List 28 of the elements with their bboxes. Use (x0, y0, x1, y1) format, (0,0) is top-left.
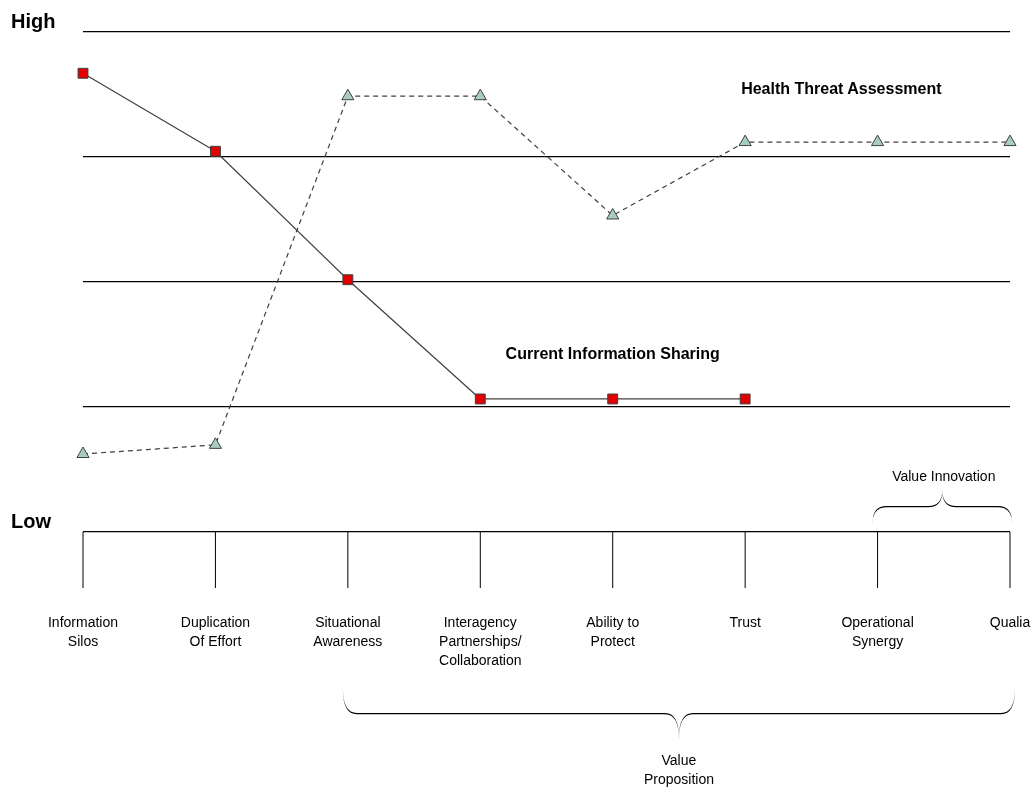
point (342, 274, 354, 286)
x-tick-label: Trust (729, 613, 761, 630)
point (473, 88, 487, 101)
point (607, 393, 619, 405)
point (738, 134, 752, 147)
text: High (11, 9, 56, 32)
point (606, 207, 620, 220)
text: Current Information Sharing (505, 345, 720, 363)
x-tick-label: Duplication Of Effort (180, 613, 251, 649)
x-tick-label: Operational Synergy (841, 613, 914, 649)
text: Health Threat Assessment (741, 80, 943, 98)
point (474, 393, 486, 405)
point (209, 145, 221, 157)
point (208, 437, 222, 449)
point (1003, 134, 1017, 147)
x-tick-label: Information Silos (47, 613, 119, 649)
text: Value Proposition (643, 751, 714, 787)
annotation: Value Innovation (892, 467, 996, 484)
x-tick-label: Qualia (989, 613, 1031, 630)
x-tick-label: Situational Awareness (313, 613, 383, 649)
point (871, 134, 885, 147)
point (341, 88, 355, 101)
point (739, 393, 751, 405)
point (77, 67, 89, 79)
point (76, 446, 90, 459)
x-tick-label: Interagency Partnerships/ Collaboration (439, 613, 522, 668)
text: Low (11, 509, 52, 532)
x-tick-label: Ability to Protect (586, 613, 640, 649)
